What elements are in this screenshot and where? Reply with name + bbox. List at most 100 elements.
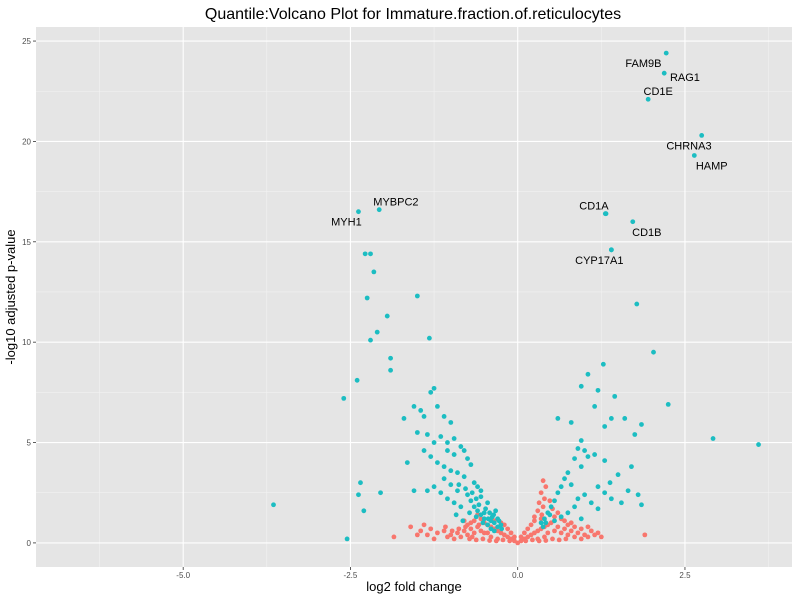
data-point-cd1e	[645, 96, 651, 102]
data-point-significant	[572, 456, 577, 461]
data-point-significant	[602, 424, 608, 429]
data-point-significant	[552, 498, 557, 504]
data-point-significant	[438, 490, 444, 496]
data-point-not-significant	[568, 520, 574, 526]
data-point-not-significant	[478, 516, 484, 522]
data-point-not-significant	[532, 518, 537, 524]
data-point-significant	[578, 438, 584, 443]
data-point-mybpc2	[376, 207, 382, 213]
data-point-not-significant	[578, 526, 584, 532]
data-point-significant	[480, 520, 486, 526]
data-point-not-significant	[468, 526, 474, 532]
data-point-significant	[424, 432, 430, 437]
data-point-not-significant	[435, 530, 440, 536]
data-point-fam9b	[663, 50, 669, 56]
data-point-significant	[629, 464, 634, 470]
data-point-not-significant	[424, 532, 430, 538]
data-point-not-significant	[540, 504, 546, 510]
data-point-not-significant	[547, 498, 553, 504]
data-point-significant	[756, 442, 761, 447]
data-point-significant	[404, 460, 410, 466]
data-point-significant	[448, 482, 454, 488]
data-point-significant	[388, 367, 393, 373]
data-point-significant	[491, 528, 497, 534]
data-point-hamp	[691, 153, 697, 158]
data-point-not-significant	[488, 534, 494, 540]
data-point-significant	[456, 482, 462, 488]
data-point-significant	[595, 506, 601, 512]
data-point-significant	[498, 522, 504, 528]
data-point-not-significant	[542, 534, 547, 540]
data-point-significant	[575, 446, 581, 451]
data-point-not-significant	[642, 532, 648, 538]
x-axis-title: log2 fold change	[366, 579, 461, 594]
data-point-significant	[358, 480, 363, 486]
data-point-significant	[469, 490, 475, 496]
data-point-not-significant	[456, 526, 462, 532]
data-point-significant	[411, 488, 417, 494]
data-point-not-significant	[449, 528, 455, 534]
data-point-significant	[371, 269, 377, 275]
data-point-not-significant	[500, 537, 506, 543]
data-point-not-significant	[473, 537, 479, 543]
gene-label-chrna3: CHRNA3	[666, 140, 711, 152]
data-point-significant	[558, 484, 564, 490]
data-point-not-significant	[518, 534, 524, 540]
gene-label-rag1: RAG1	[670, 72, 700, 84]
data-point-not-significant	[455, 530, 460, 536]
data-point-significant	[562, 476, 567, 482]
data-point-not-significant	[528, 522, 534, 528]
data-point-significant	[460, 518, 466, 524]
data-point-not-significant	[443, 524, 448, 530]
data-point-significant	[341, 395, 347, 401]
data-point-not-significant	[545, 530, 551, 536]
data-point-significant	[426, 335, 432, 341]
data-point-not-significant	[550, 536, 555, 542]
data-point-significant	[483, 506, 488, 512]
data-point-significant	[448, 420, 454, 425]
data-point-significant	[582, 448, 588, 453]
data-point-significant	[634, 301, 640, 307]
data-point-significant	[435, 460, 440, 466]
data-point-significant	[572, 504, 577, 510]
data-point-not-significant	[538, 516, 544, 522]
data-point-significant	[451, 500, 457, 506]
data-point-not-significant	[539, 512, 545, 518]
data-point-not-significant	[556, 537, 562, 543]
gene-label-cd1e: CD1E	[644, 86, 673, 98]
data-point-significant	[431, 484, 437, 490]
x-axis-ticks: -5.0 -2.5 0.0 2.5	[176, 567, 691, 580]
data-point-not-significant	[463, 524, 468, 530]
y-tick-label: 5	[27, 439, 32, 448]
data-point-significant	[431, 385, 437, 391]
data-point-significant	[435, 404, 440, 409]
data-point-not-significant	[540, 478, 546, 484]
data-point-not-significant	[536, 500, 542, 506]
data-point-significant	[468, 462, 474, 468]
data-point-significant	[588, 500, 594, 506]
data-point-not-significant	[408, 524, 414, 530]
data-point-significant	[356, 492, 361, 498]
data-point-significant	[473, 514, 479, 520]
data-point-not-significant	[562, 518, 567, 524]
data-point-not-significant	[542, 496, 547, 502]
data-point-significant	[354, 377, 360, 383]
data-point-significant	[547, 512, 553, 518]
data-point-not-significant	[493, 538, 499, 544]
gene-labels: FAM9B RAG1 CD1E CHRNA3 HAMP MYBPC2 MYH1 CD1A CD1…	[331, 58, 727, 267]
data-point-significant	[473, 496, 479, 502]
data-point-significant	[496, 518, 502, 524]
data-point-not-significant	[505, 526, 511, 532]
x-tick-label: -2.5	[344, 571, 358, 580]
data-point-significant	[478, 494, 484, 500]
data-point-significant	[424, 488, 430, 494]
y-axis-title: -log10 adjusted p-value	[3, 229, 18, 364]
data-point-significant	[361, 508, 367, 514]
data-point-significant	[555, 490, 561, 496]
gene-label-fam9b: FAM9B	[625, 58, 661, 70]
x-tick-label: 2.5	[679, 571, 691, 580]
data-point-significant	[428, 389, 434, 395]
data-point-significant	[491, 512, 497, 518]
data-point-significant	[471, 504, 477, 510]
data-point-significant	[543, 520, 549, 526]
